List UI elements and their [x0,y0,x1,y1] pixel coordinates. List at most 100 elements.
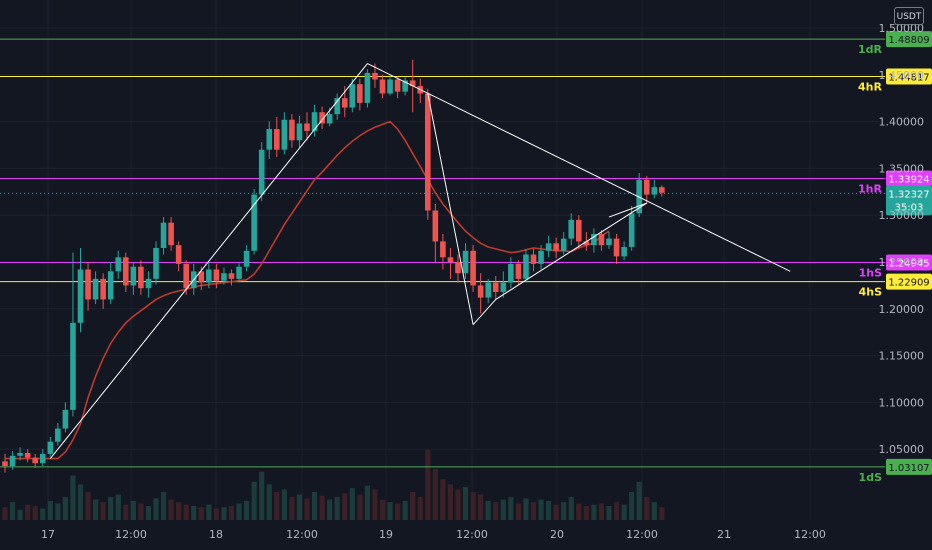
level-price-box [886,31,932,48]
trendlines [49,63,791,459]
volume-bar [2,507,8,520]
candle-body [160,222,167,248]
candle [485,278,491,304]
volume-bar [515,503,521,520]
candle [153,241,159,285]
candle-body [372,72,378,80]
candle-body [515,263,522,279]
candle [508,257,514,289]
candle [70,252,76,417]
volume-bar [311,492,318,520]
candle-body [334,98,340,115]
candle [319,106,325,130]
volume-bar [342,493,348,520]
candle-body [138,266,144,289]
volume-bar [47,500,53,520]
volume-bar [447,484,454,520]
currency-button[interactable]: USDT [894,7,924,25]
candle-body [266,129,273,150]
price-tick-label: 1.05000 [879,443,925,456]
candle [425,88,431,220]
volume-bar [372,489,378,520]
candle-body [24,452,31,458]
candle [213,263,220,289]
current-price-box [886,185,932,216]
volume-bar [636,481,642,520]
level-price-4hr: 1.44817 [888,73,929,84]
volume-bar [244,500,250,520]
trendline-channel-lower [495,202,648,300]
candle-body [568,219,575,239]
candle-body [319,112,325,124]
candle [492,276,499,300]
candle-body [621,247,627,257]
candle [311,104,318,137]
candle [130,262,137,295]
price-tick-label: 1.20000 [879,303,925,316]
volume-bar [251,481,257,520]
candle-body [183,263,189,289]
candle-body [349,84,356,108]
candle [530,248,537,272]
candle [92,271,99,305]
volume-bar [462,486,469,520]
price-tick-label: 1.40000 [879,116,925,129]
time-tick-label: 17 [41,528,55,541]
candle [500,271,507,298]
volume-bar [591,504,597,520]
candle [160,217,167,255]
price-tick-label: 1.10000 [879,396,925,409]
candle-body [326,114,333,124]
candle-body [311,112,318,131]
volume-bar [85,492,91,520]
volume-bar [108,497,114,520]
time-axis[interactable]: 17 12:00 18 12:00 19 12:00 20 12:00 21 12:00 [41,528,826,541]
volume-bar [17,509,23,520]
candle [145,271,152,298]
candle [85,262,91,311]
time-tick-label: 21 [717,528,731,541]
candle [515,260,522,285]
candle-body [598,233,605,246]
volume-bar [493,502,499,520]
candle-body [281,119,288,150]
time-tick-label: 12:00 [115,528,147,541]
grid-lines [0,0,885,520]
volume-bar [410,492,416,520]
candle-body [357,84,363,103]
candle-body [402,80,408,92]
candle [349,78,356,113]
level-price-box [886,458,932,475]
candle-body [228,273,235,279]
candle [477,273,484,314]
candle-body [545,243,552,251]
trendline-channel-upper [608,202,647,218]
candle-body [379,79,386,94]
volume-bar [417,497,423,520]
candle-body [107,271,114,300]
candle-body [213,269,220,281]
volume-bar [198,507,204,520]
candle-body [236,266,242,279]
volume-bar [319,495,325,520]
candle-body [289,119,295,141]
time-tick-label: 19 [379,528,393,541]
candle-body [477,285,484,298]
level-name-4hr: 4hR [858,81,882,94]
volume-bar [228,506,235,520]
price-tick-label: 1.30000 [879,209,925,222]
candle-body [651,187,658,195]
candle [228,269,235,286]
time-tick-label: 12:00 [794,528,826,541]
candle [2,453,8,473]
volume-bar [432,469,438,520]
volume-bar [206,504,212,520]
volume-bar [334,497,340,520]
volume-bar [395,503,401,520]
volume-bar [25,504,31,520]
price-axis[interactable]: 1.50000 1.45000 1.40000 1.35000 1.30000 1.250… [879,22,925,456]
volume-bar [621,504,627,520]
candle-body [613,238,620,257]
volume-bar [100,502,106,520]
